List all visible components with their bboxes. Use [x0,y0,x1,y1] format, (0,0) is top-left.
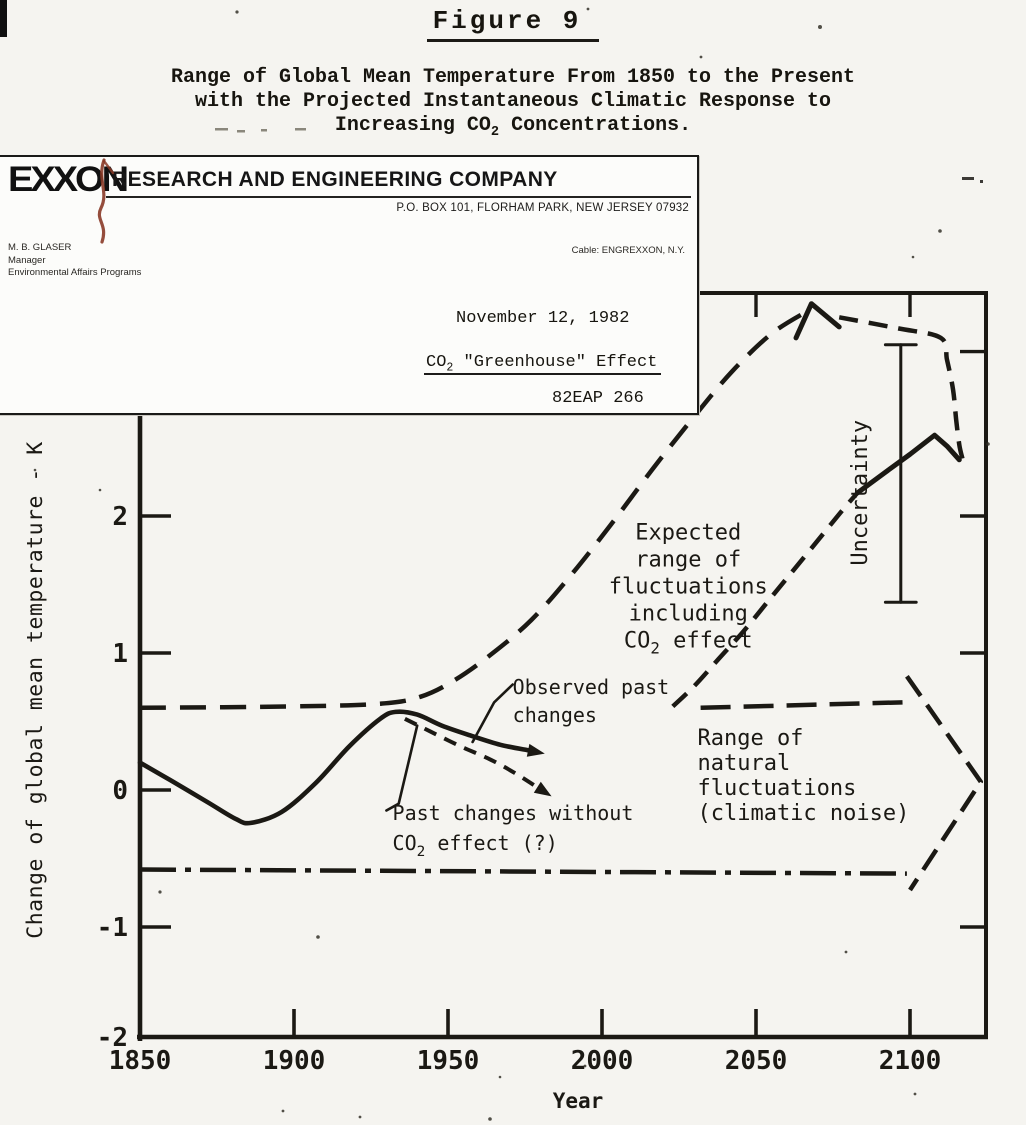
caption-line-1: Range of Global Mean Temperature From 18… [170,66,856,89]
past-changes-without-co2-arrowhead [533,781,552,797]
past-changes-without-co2 [404,717,539,789]
letterhead-rule [106,196,691,198]
uncertainty-label: Uncertainty [848,420,873,566]
y-axis-title: Change of global mean temperature - K [23,441,48,938]
expected-range-label: Expected range of fluctuations including CO2… [609,520,768,657]
scan-speck [938,229,942,233]
scan-speck [986,442,990,446]
x-tick-label: 1950 [417,1046,480,1076]
natural-arrowhead [905,675,984,892]
cable-address: Cable: ENGREXXON, N.Y. [571,245,685,256]
y-tick-label: -1 [97,913,128,943]
expected-range-upper-bound [139,308,810,711]
scan-artifact-dash [215,128,228,131]
caption-line-3: Increasing CO2 Concentrations. [334,114,692,140]
scan-speck [158,890,162,894]
observed-past-changes [137,709,531,826]
projected-rise-solid [855,432,962,496]
company-name: RESEARCH AND ENGINEERING COMPANY [112,168,558,191]
past-changes-label: Past changes without CO2 effect (?) [393,801,634,860]
scan-speck [911,255,915,259]
scan-speck [488,1117,492,1121]
scan-speck [33,468,37,472]
x-tick-label: 1900 [263,1046,326,1076]
scan-speck [844,950,848,954]
scan-speck [498,1075,502,1079]
expected-range-lower-bound [671,491,860,709]
big-arrow-right-edge [838,315,965,460]
x-tick-label: 2050 [725,1046,788,1076]
sender-title: Manager [8,254,46,266]
natural-fluctuations-lower [139,867,907,876]
scan-speck [281,1109,285,1113]
scan-speck [316,935,320,939]
scan-artifact-dash [237,130,245,133]
scan-speck [583,1064,587,1068]
x-tick-label: 2000 [571,1046,634,1076]
sender-department: Environmental Affairs Programs [8,267,142,279]
scan-artifact-dash [962,177,974,180]
natural-fluctuations-upper [700,700,904,711]
scan-speck [818,25,822,29]
scan-edge-artifact [0,0,7,37]
natural-fluctuations-label: Range of natural fluctuations (climatic noi… [697,726,909,826]
scan-artifact-dash [261,129,267,132]
x-axis-title: Year [553,1089,604,1113]
red-pen-mark [97,158,115,244]
scan-artifact-dash [295,128,306,131]
memo-subject: CO2 "Greenhouse" Effect [424,353,662,375]
sender-name: M. B. GLASER [8,242,72,253]
exxon-letterhead-inset: EXXON RESEARCH AND ENGINEERING COMPANY P… [0,155,699,415]
caption-line-2: with the Projected Instantaneous Climati… [194,90,832,113]
y-tick-label: 1 [112,639,128,669]
sender-block: M. B. GLASER Manager Environmental Affai… [8,242,141,280]
y-tick-label: 0 [112,776,128,806]
x-tick-label: 2100 [879,1046,942,1076]
scan-speck [98,488,102,492]
y-tick-label: 2 [112,502,128,532]
observed-past-changes-label: Observed past changes [513,675,670,727]
scan-speck [358,1115,362,1119]
figure-title-row: Figure 9 [0,6,1026,42]
observed-past-changes-arrowhead [526,743,545,757]
scan-speck [586,7,590,11]
figure-number: Figure 9 [426,6,600,42]
company-address: P.O. BOX 101, FLORHAM PARK, NEW JERSEY 0… [396,202,689,214]
big-arrow-head [793,301,842,341]
scan-speck [235,10,239,14]
memo-date: November 12, 1982 [456,309,630,328]
figure-caption: Range of Global Mean Temperature From 18… [0,66,1026,140]
memo-document-number: 82EAP 266 [552,389,644,408]
y-tick-label: -2 [97,1023,128,1053]
observed-leader-line [471,683,514,744]
scan-speck [913,1092,917,1096]
scan-speck [699,55,703,59]
past-leader-line [385,724,419,812]
scan-artifact-dash [980,180,983,183]
x-tick-label: 1850 [109,1046,172,1076]
